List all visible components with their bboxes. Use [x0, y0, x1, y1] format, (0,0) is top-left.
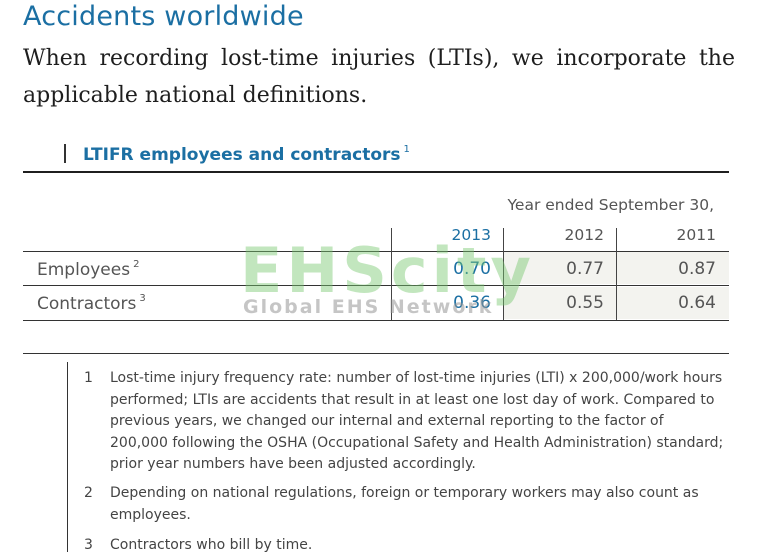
row-footnote-ref: 3 — [139, 293, 146, 304]
page-title: Accidents worldwide — [23, 1, 304, 32]
row-divider — [23, 285, 729, 286]
footnote-text: Depending on national regulations, forei… — [110, 485, 699, 523]
intro-paragraph: When recording lost-time injuries (LTIs)… — [23, 46, 735, 108]
table-cell: 0.77 — [566, 259, 604, 279]
table-bottom-rule — [23, 320, 729, 321]
footnotes-rule — [23, 353, 729, 354]
section-footnote-ref: 1 — [403, 144, 410, 155]
column-divider — [503, 228, 504, 320]
section-title: LTIFR employees and contractors 1 — [83, 144, 410, 165]
column-header-2013: 2013 — [451, 226, 491, 244]
table-caption: Year ended September 30, — [507, 196, 715, 214]
table-cell: 0.70 — [453, 259, 491, 279]
table-cell: 0.64 — [678, 293, 716, 313]
row-label-text: Employees — [37, 260, 131, 280]
footnote-number: 3 — [84, 537, 93, 553]
table-cell: 0.36 — [453, 293, 491, 313]
column-header-2012: 2012 — [564, 226, 604, 244]
row-label-employees: Employees 2 — [37, 259, 139, 280]
table-cell: 0.55 — [566, 293, 604, 313]
footnote-text: Lost-time injury frequency rate: number … — [110, 370, 724, 472]
section-title-text: LTIFR employees and contractors — [83, 145, 401, 165]
column-header-2011: 2011 — [676, 226, 716, 244]
row-footnote-ref: 2 — [133, 259, 140, 270]
row-label-contractors: Contractors 3 — [37, 293, 146, 314]
column-divider — [391, 228, 392, 320]
column-divider — [616, 228, 617, 320]
footnote-number: 1 — [84, 370, 93, 386]
footnote-number: 2 — [84, 485, 93, 501]
table-cell: 0.87 — [678, 259, 716, 279]
row-label-text: Contractors — [37, 294, 137, 314]
section-marker — [64, 144, 66, 163]
footnotes-bar — [67, 362, 68, 552]
table-top-rule — [23, 171, 729, 173]
header-rule — [23, 251, 729, 252]
footnote-text: Contractors who bill by time. — [110, 537, 313, 553]
